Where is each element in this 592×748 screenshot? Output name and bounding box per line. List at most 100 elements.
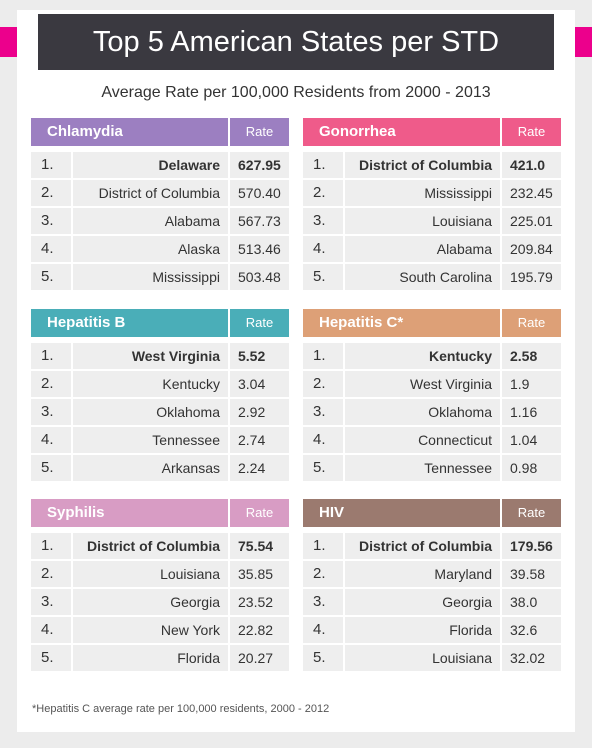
state-name: Georgia xyxy=(345,589,500,615)
rank: 3. xyxy=(31,208,71,234)
state-name: Connecticut xyxy=(345,427,500,453)
state-name: Kentucky xyxy=(345,343,500,369)
table-header: Hepatitis C* Rate xyxy=(303,309,561,337)
rank: 1. xyxy=(303,533,343,559)
state-name: New York xyxy=(73,617,228,643)
state-name: West Virginia xyxy=(73,343,228,369)
std-table-hepatitis-c: Hepatitis C* Rate 1. Kentucky 2.58 2. West Vir… xyxy=(303,309,561,483)
rank: 1. xyxy=(303,152,343,178)
table-row: 4. Alaska 513.46 xyxy=(31,236,289,262)
rate-header: Rate xyxy=(230,118,289,146)
rank: 2. xyxy=(31,561,71,587)
state-name: Delaware xyxy=(73,152,228,178)
disease-name: Hepatitis B xyxy=(31,309,228,337)
table-header: Hepatitis B Rate xyxy=(31,309,289,337)
rate-value: 1.9 xyxy=(502,371,561,397)
rate-value: 0.98 xyxy=(502,455,561,481)
std-table-chlamydia: Chlamydia Rate 1. Delaware 627.95 2. District … xyxy=(31,118,289,292)
rate-value: 35.85 xyxy=(230,561,289,587)
table-header: Gonorrhea Rate xyxy=(303,118,561,146)
table-row: 1. Kentucky 2.58 xyxy=(303,343,561,369)
std-table-hepatitis-b: Hepatitis B Rate 1. West Virginia 5.52 2. Kent… xyxy=(31,309,289,483)
rank: 5. xyxy=(303,645,343,671)
rate-value: 1.16 xyxy=(502,399,561,425)
state-name: Oklahoma xyxy=(73,399,228,425)
table-row: 3. Alabama 567.73 xyxy=(31,208,289,234)
rank: 2. xyxy=(303,180,343,206)
rank: 4. xyxy=(31,617,71,643)
rate-value: 2.24 xyxy=(230,455,289,481)
rank: 3. xyxy=(31,399,71,425)
table-header: Syphilis Rate xyxy=(31,499,289,527)
rate-value: 513.46 xyxy=(230,236,289,262)
state-name: Maryland xyxy=(345,561,500,587)
table-row: 3. Georgia 38.0 xyxy=(303,589,561,615)
state-name: Louisiana xyxy=(73,561,228,587)
table-row: 2. Louisiana 35.85 xyxy=(31,561,289,587)
rate-value: 2.58 xyxy=(502,343,561,369)
rate-value: 627.95 xyxy=(230,152,289,178)
rank: 4. xyxy=(303,427,343,453)
footnote: *Hepatitis C average rate per 100,000 re… xyxy=(32,703,330,715)
table-row: 2. West Virginia 1.9 xyxy=(303,371,561,397)
table-row: 3. Georgia 23.52 xyxy=(31,589,289,615)
rank: 4. xyxy=(31,236,71,262)
rate-header: Rate xyxy=(230,309,289,337)
rate-value: 20.27 xyxy=(230,645,289,671)
std-table-hiv: HIV Rate 1. District of Columbia 179.56 2. Mar… xyxy=(303,499,561,673)
state-name: Mississippi xyxy=(73,264,228,290)
table-row: 3. Louisiana 225.01 xyxy=(303,208,561,234)
table-row: 5. Florida 20.27 xyxy=(31,645,289,671)
rate-value: 209.84 xyxy=(502,236,561,262)
page-title: Top 5 American States per STD xyxy=(38,14,554,70)
rank: 5. xyxy=(31,455,71,481)
rate-value: 232.45 xyxy=(502,180,561,206)
rate-value: 567.73 xyxy=(230,208,289,234)
table-row: 2. Mississippi 232.45 xyxy=(303,180,561,206)
table-row: 5. Mississippi 503.48 xyxy=(31,264,289,290)
rate-value: 38.0 xyxy=(502,589,561,615)
rank: 4. xyxy=(31,427,71,453)
rate-value: 195.79 xyxy=(502,264,561,290)
state-name: South Carolina xyxy=(345,264,500,290)
rate-value: 225.01 xyxy=(502,208,561,234)
page-subtitle: Average Rate per 100,000 Residents from … xyxy=(101,84,491,101)
state-name: Tennessee xyxy=(345,455,500,481)
rank: 1. xyxy=(31,343,71,369)
rank: 1. xyxy=(31,152,71,178)
rate-header: Rate xyxy=(230,499,289,527)
state-name: Alaska xyxy=(73,236,228,262)
rate-value: 23.52 xyxy=(230,589,289,615)
table-row: 1. Delaware 627.95 xyxy=(31,152,289,178)
disease-name: Hepatitis C* xyxy=(303,309,500,337)
rank: 1. xyxy=(31,533,71,559)
std-table-syphilis: Syphilis Rate 1. District of Columbia 75.54 2… xyxy=(31,499,289,673)
table-row: 5. Louisiana 32.02 xyxy=(303,645,561,671)
table-row: 1. District of Columbia 179.56 xyxy=(303,533,561,559)
disease-name: Gonorrhea xyxy=(303,118,500,146)
rate-value: 421.0 xyxy=(502,152,561,178)
rate-value: 32.02 xyxy=(502,645,561,671)
table-row: 4. Connecticut 1.04 xyxy=(303,427,561,453)
rate-header: Rate xyxy=(502,499,561,527)
rank: 2. xyxy=(31,371,71,397)
state-name: Florida xyxy=(73,645,228,671)
state-name: Alabama xyxy=(345,236,500,262)
rate-value: 75.54 xyxy=(230,533,289,559)
rank: 3. xyxy=(303,399,343,425)
state-name: Florida xyxy=(345,617,500,643)
state-name: Mississippi xyxy=(345,180,500,206)
table-row: 5. Arkansas 2.24 xyxy=(31,455,289,481)
table-header: Chlamydia Rate xyxy=(31,118,289,146)
rate-value: 3.04 xyxy=(230,371,289,397)
rank: 3. xyxy=(303,589,343,615)
rank: 4. xyxy=(303,236,343,262)
rate-value: 179.56 xyxy=(502,533,561,559)
state-name: Louisiana xyxy=(345,208,500,234)
rank: 4. xyxy=(303,617,343,643)
rate-value: 5.52 xyxy=(230,343,289,369)
rate-value: 1.04 xyxy=(502,427,561,453)
state-name: Louisiana xyxy=(345,645,500,671)
rank: 2. xyxy=(303,561,343,587)
rate-value: 22.82 xyxy=(230,617,289,643)
